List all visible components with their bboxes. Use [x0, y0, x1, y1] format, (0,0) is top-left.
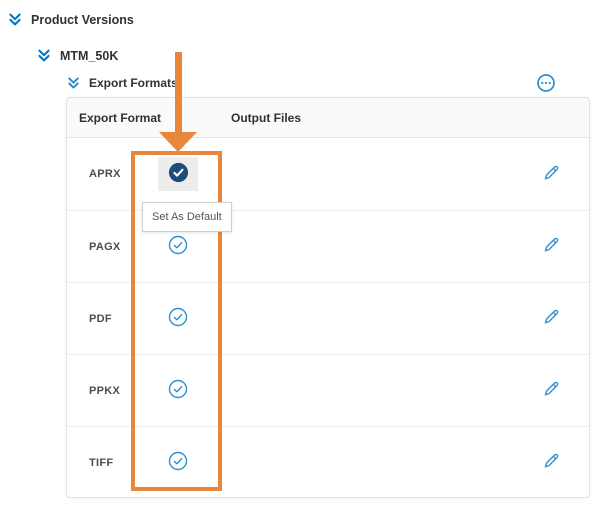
pencil-icon [542, 308, 560, 329]
table-row-tiff: TIFF [67, 426, 589, 498]
format-label: PPKX [89, 384, 121, 397]
edit-button[interactable] [542, 164, 560, 185]
set-default-toggle[interactable] [168, 307, 188, 330]
edit-button[interactable] [542, 380, 560, 401]
edit-button[interactable] [542, 308, 560, 329]
tree-node-product-versions[interactable]: Product Versions [8, 12, 134, 27]
format-label: APRX [89, 168, 121, 180]
tree-node-label: Export Formats [89, 76, 178, 90]
pencil-icon [542, 236, 560, 257]
tree-node-mtm-50k[interactable]: MTM_50K [37, 48, 118, 63]
format-label: PAGX [89, 240, 121, 253]
double-chevron-down-icon [8, 12, 22, 27]
double-chevron-down-icon [37, 48, 51, 63]
set-default-toggle[interactable] [168, 235, 188, 258]
format-label: TIFF [89, 456, 114, 469]
check-circle-outline-icon [168, 451, 188, 474]
pencil-icon [542, 380, 560, 401]
tree-node-label: Product Versions [31, 12, 134, 27]
check-circle-outline-icon [168, 235, 188, 258]
tree-node-export-formats[interactable]: Export Formats [67, 76, 178, 90]
edit-button[interactable] [542, 236, 560, 257]
pencil-icon [542, 452, 560, 473]
set-default-toggle[interactable] [158, 157, 198, 191]
pencil-icon [542, 164, 560, 185]
column-header-output-files: Output Files [231, 110, 301, 125]
table-row-aprx: APRX [67, 138, 589, 210]
table-row-pagx: PAGX [67, 210, 589, 282]
check-circle-filled-icon [168, 162, 189, 186]
table-row-ppkx: PPKX [67, 354, 589, 426]
table-row-pdf: PDF [67, 282, 589, 354]
double-chevron-down-icon [67, 76, 80, 90]
format-label: PDF [89, 312, 112, 325]
set-default-toggle[interactable] [168, 379, 188, 402]
export-formats-table: Export Format Output Files APRX [66, 97, 590, 498]
column-header-export-format: Export Format [79, 110, 162, 125]
table-header-row: Export Format Output Files [67, 98, 589, 138]
check-circle-outline-icon [168, 307, 188, 330]
more-options-button[interactable] [536, 73, 556, 93]
edit-button[interactable] [542, 452, 560, 473]
check-circle-outline-icon [168, 379, 188, 402]
ellipsis-circle-icon [536, 73, 556, 93]
set-as-default-tooltip: Set As Default [142, 202, 232, 232]
tree-node-label: MTM_50K [60, 48, 119, 63]
set-default-toggle[interactable] [168, 451, 188, 474]
